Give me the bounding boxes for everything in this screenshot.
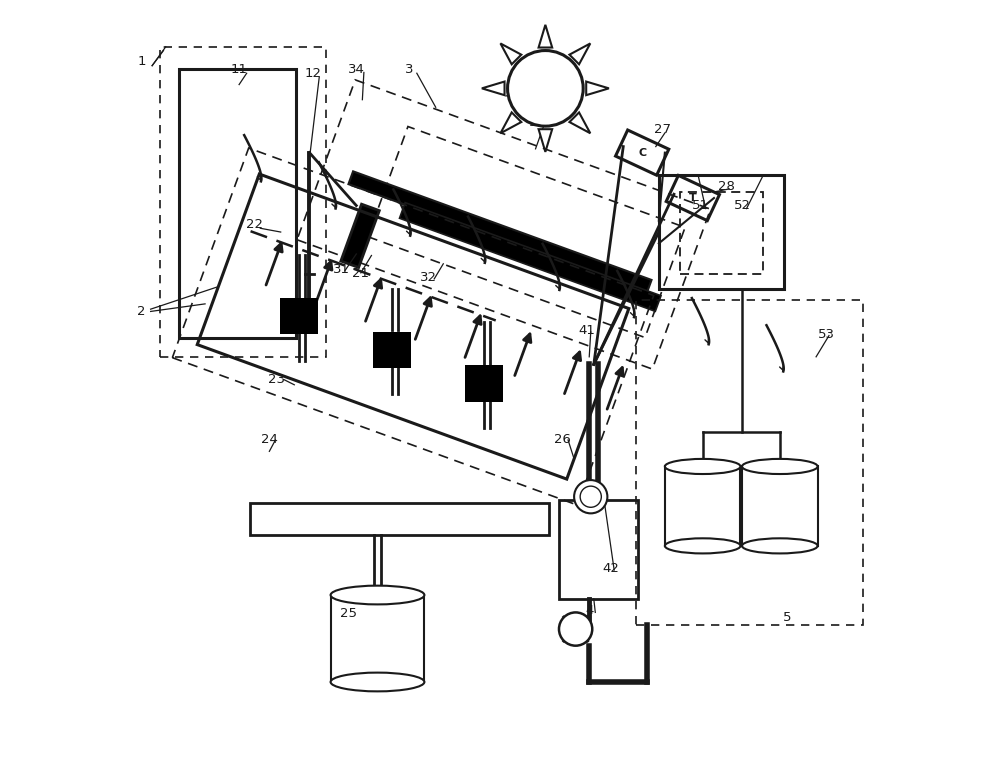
Polygon shape [341, 204, 379, 267]
Ellipse shape [331, 586, 424, 604]
Text: 4: 4 [585, 603, 593, 616]
Text: 23: 23 [268, 373, 285, 386]
Ellipse shape [665, 459, 740, 474]
Circle shape [559, 613, 592, 646]
Text: C: C [638, 148, 646, 158]
Text: 5: 5 [783, 611, 792, 624]
Polygon shape [539, 129, 552, 152]
Bar [331, 595, 424, 682]
Bar [465, 365, 503, 402]
Text: 52: 52 [733, 199, 750, 212]
Text: 22: 22 [246, 218, 263, 231]
Polygon shape [586, 81, 609, 95]
Bar [665, 467, 740, 546]
Text: 34: 34 [348, 63, 365, 76]
Bar [373, 332, 411, 368]
Polygon shape [482, 81, 505, 95]
Polygon shape [348, 172, 652, 293]
Text: 41: 41 [579, 324, 595, 337]
Text: 2: 2 [137, 305, 146, 318]
Text: 21: 21 [352, 267, 369, 280]
Text: 25: 25 [340, 607, 357, 620]
Polygon shape [539, 25, 552, 48]
Ellipse shape [742, 538, 818, 553]
Text: 32: 32 [420, 271, 437, 284]
Polygon shape [569, 43, 590, 65]
Text: 33: 33 [567, 78, 584, 91]
Bar [742, 467, 818, 546]
Polygon shape [500, 43, 521, 65]
Text: 11: 11 [231, 63, 248, 76]
Text: 51: 51 [692, 199, 709, 212]
Circle shape [508, 51, 583, 126]
Text: 31: 31 [333, 263, 350, 276]
Circle shape [574, 480, 607, 513]
Text: 28: 28 [718, 180, 735, 193]
Ellipse shape [742, 459, 818, 474]
Polygon shape [399, 203, 661, 311]
Bar [280, 298, 318, 334]
Text: 24: 24 [261, 433, 278, 446]
Text: 1: 1 [137, 55, 146, 68]
Text: 27: 27 [654, 124, 671, 137]
Polygon shape [500, 112, 521, 134]
Text: 26: 26 [554, 433, 571, 446]
Circle shape [580, 486, 601, 507]
Ellipse shape [331, 672, 424, 691]
Text: 35: 35 [529, 116, 546, 129]
Text: 53: 53 [818, 328, 835, 341]
Text: T: T [689, 193, 697, 203]
Text: 42: 42 [603, 562, 620, 575]
Text: 12: 12 [305, 67, 322, 80]
Text: 3: 3 [405, 63, 414, 76]
Polygon shape [569, 112, 590, 134]
Ellipse shape [665, 538, 740, 553]
